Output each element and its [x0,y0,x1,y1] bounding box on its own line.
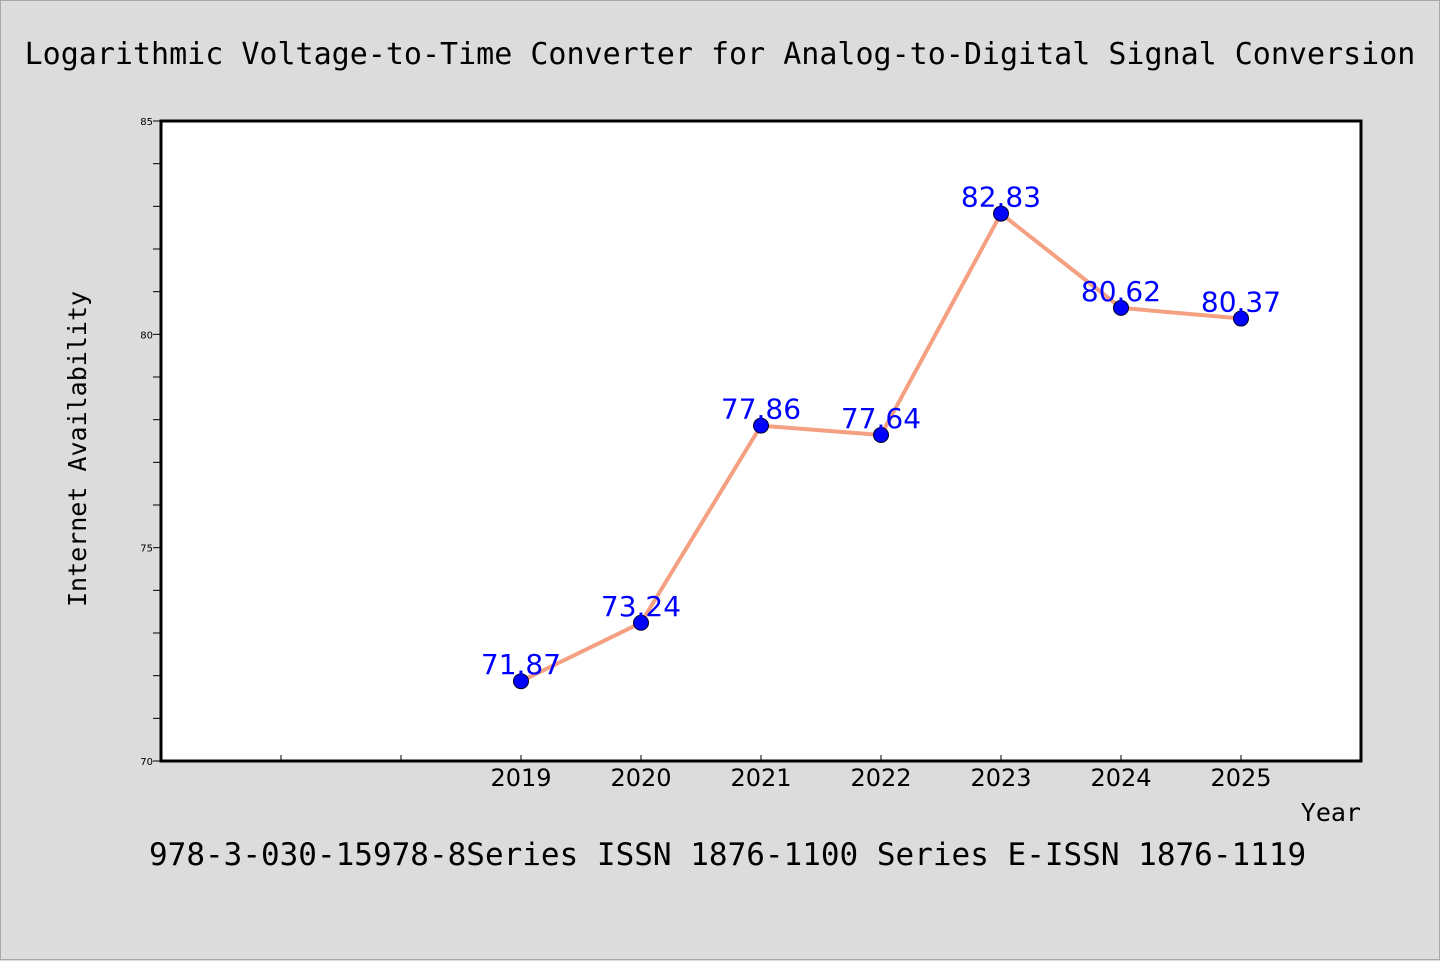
series-layer: 71.87 73.24 77.86 77.64 82.83 80.62 80.37 [481,181,1281,690]
data-label: 71.87 [481,648,561,681]
y-tick-label: 85 [140,117,153,128]
y-tick-label: 70 [140,757,153,768]
chart-title: Logarithmic Voltage-to-Time Converter fo… [25,37,1416,72]
y-axis-ticks: 70 75 80 85 [140,117,161,768]
data-label: 77.64 [841,402,921,435]
x-tick-label: 2020 [610,764,671,792]
y-tick-label: 80 [140,330,153,341]
data-label: 82.83 [961,181,1041,214]
footer-publication-info: 978-3-030-15978-8Series ISSN 1876-1100 S… [149,837,1306,873]
data-point [1113,299,1129,316]
data-point [993,205,1009,222]
x-tick-label: 2024 [1090,764,1151,792]
x-tick-label: 2023 [970,764,1031,792]
data-label: 77.86 [721,393,801,426]
plot-area [159,119,1363,763]
x-axis-ticks: 2019 2020 2021 2022 2023 2024 2025 [280,755,1272,792]
data-point [873,427,889,444]
y-tick-label: 75 [140,544,153,555]
data-point [513,673,529,690]
data-label: 80.62 [1081,275,1161,308]
data-point [1233,310,1249,327]
x-tick-label: 2025 [1210,764,1271,792]
data-label: 73.24 [601,590,681,623]
data-label: 80.37 [1201,286,1281,319]
y-axis-label: Internet Availability [63,291,92,607]
x-tick-label: 2021 [730,764,791,792]
data-point [753,417,769,434]
data-point [633,614,649,631]
x-tick-label: 2019 [490,764,551,792]
x-axis-label: Year [1301,798,1361,827]
x-tick-label: 2022 [850,764,911,792]
